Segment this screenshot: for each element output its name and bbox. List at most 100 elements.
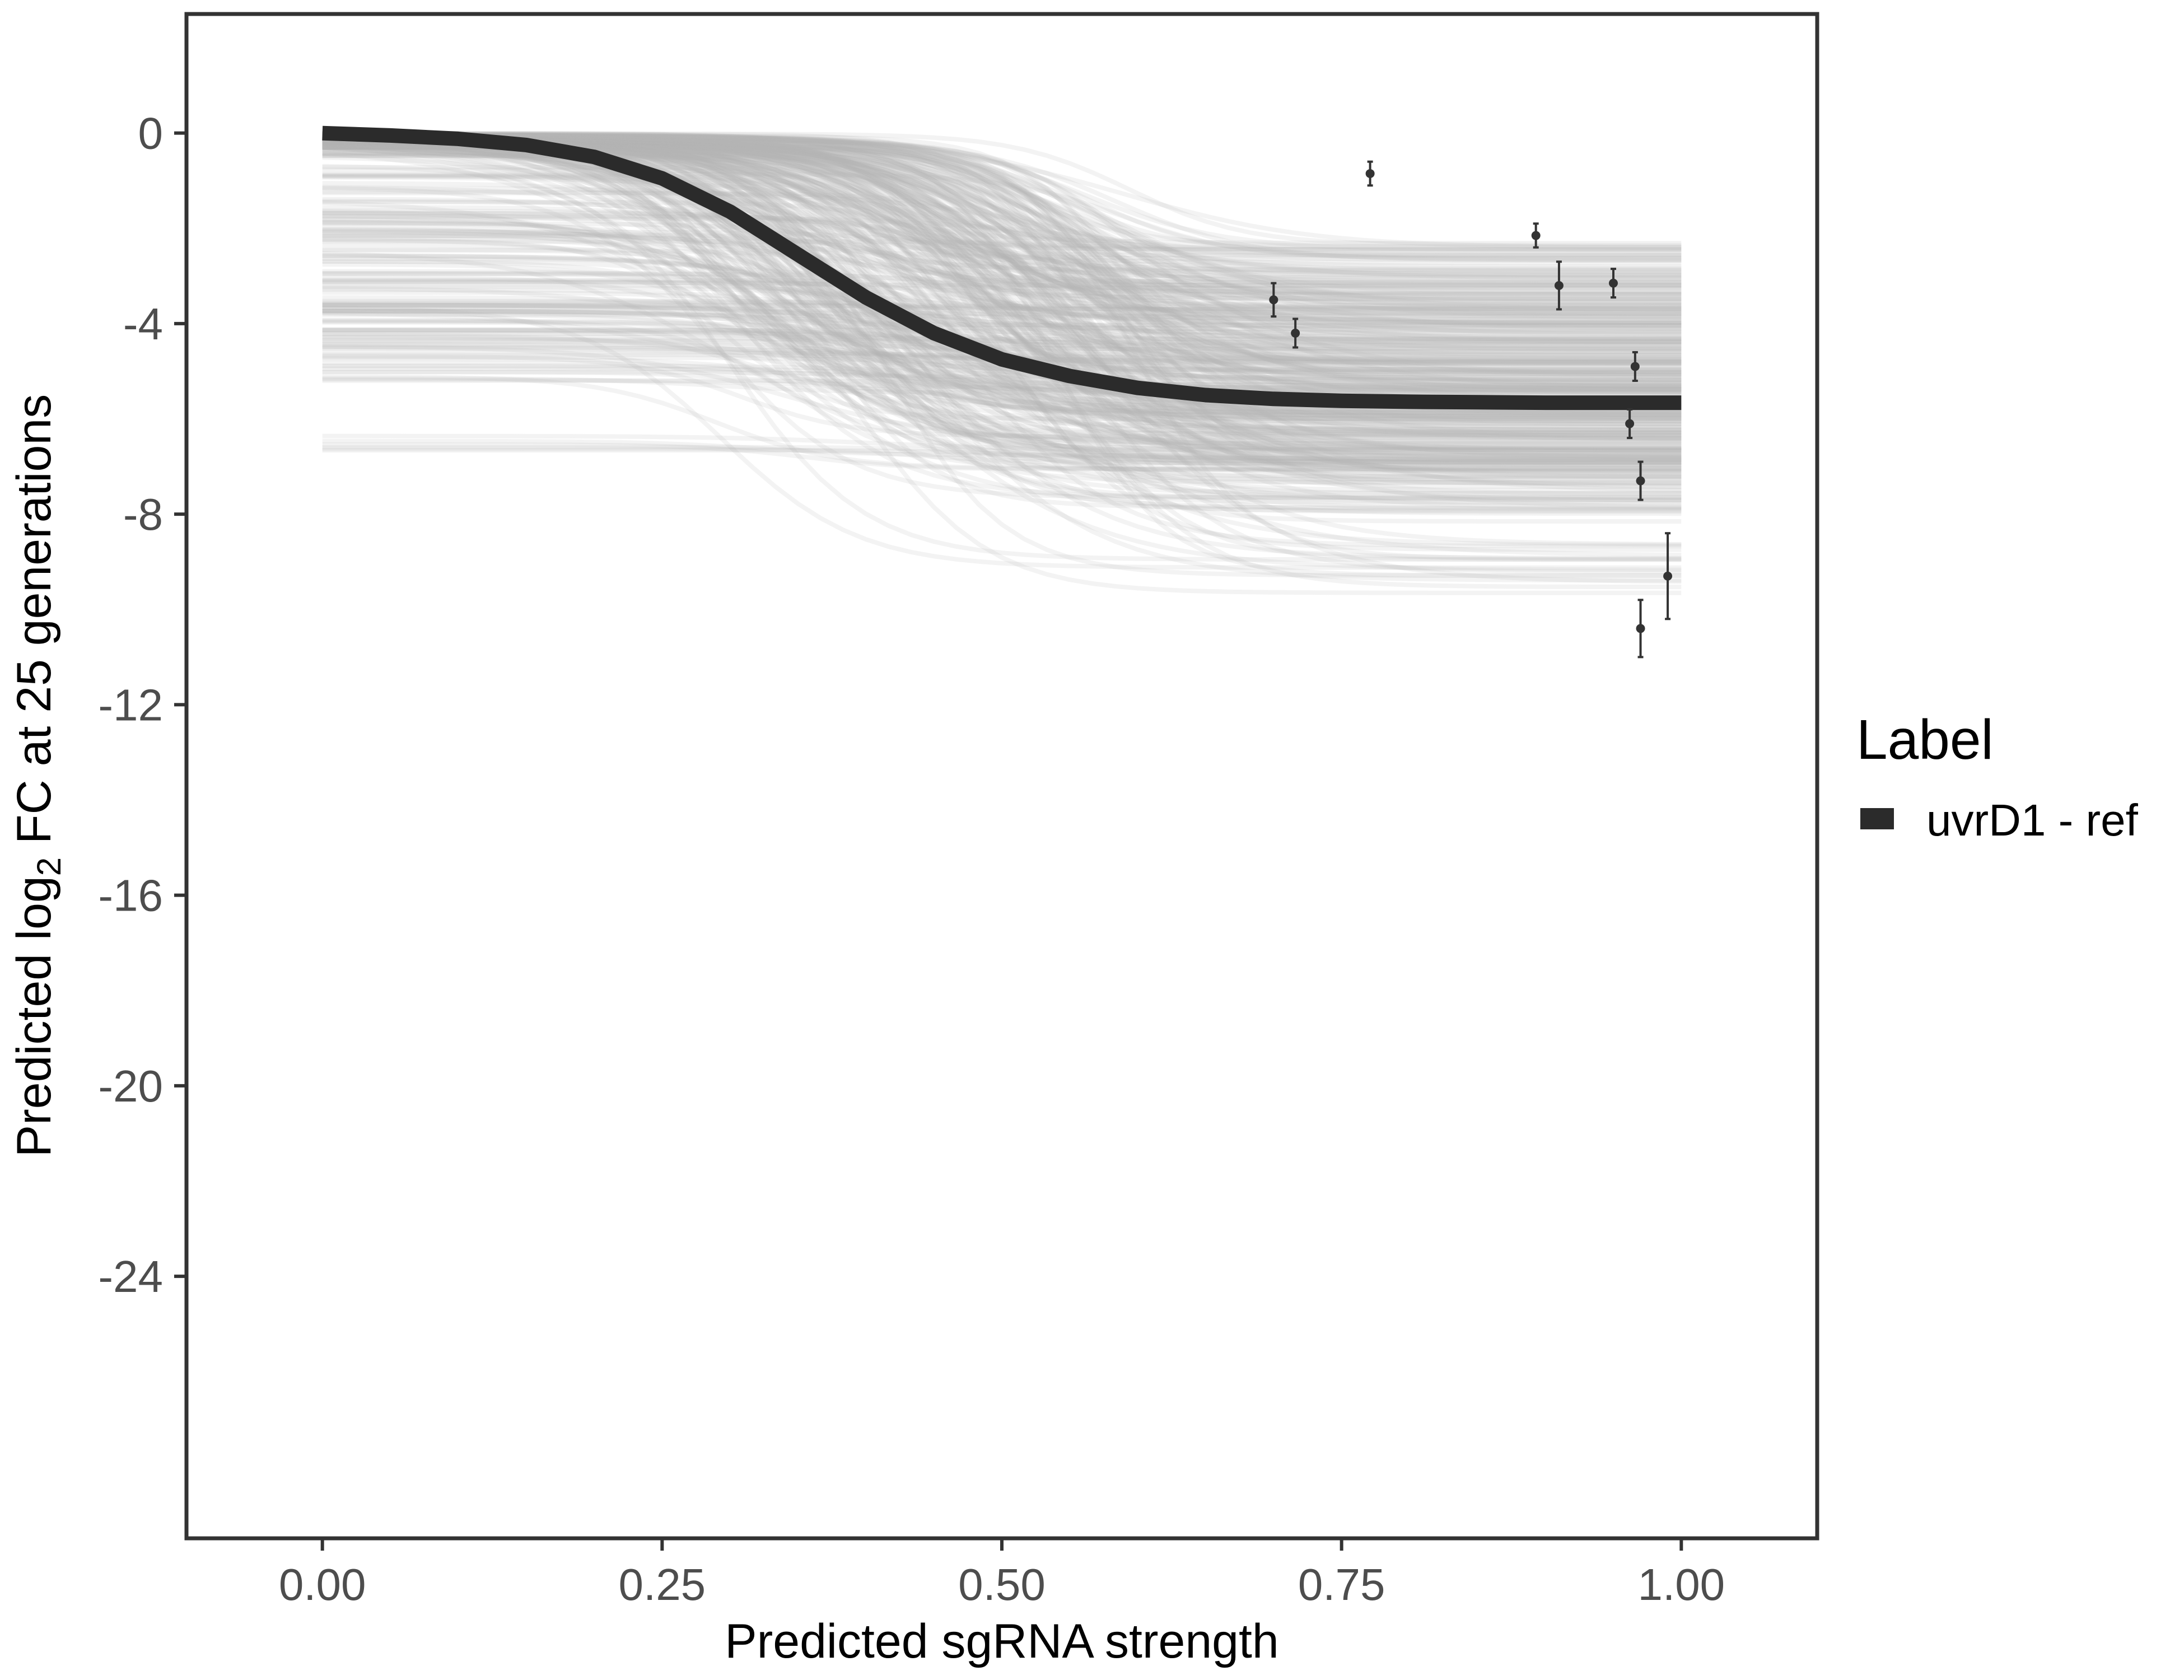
posterior-draw-line [322,131,1682,342]
posterior-draw-line [322,198,1682,316]
posterior-draw-line [322,133,1682,385]
posterior-draw-line [322,138,1682,440]
posterior-draw-line [322,137,1682,419]
posterior-draw-line [322,137,1682,454]
posterior-draw-line [322,309,1682,427]
posterior-draw-line [322,145,1682,270]
posterior-draw-line [322,276,1682,351]
posterior-draw-line [322,133,1682,340]
posterior-draw-line [322,144,1682,390]
posterior-draw-line [322,278,1682,291]
posterior-draw-line [322,256,1682,467]
x-tick-label: 0.25 [618,1560,706,1609]
posterior-draw-line [322,145,1682,412]
fitted-curve-group [322,125,1682,410]
posterior-draw-line [322,151,1682,415]
posterior-draw-line [322,174,1682,418]
posterior-draw-line [322,137,1682,500]
posterior-draw-line [322,332,1682,351]
posterior-draw-line [322,145,1682,446]
posterior-draw-line [322,136,1682,417]
posterior-draw-line [322,139,1682,394]
posterior-draw-line [322,214,1682,262]
posterior-draw-line [322,134,1682,578]
posterior-draw-line [322,300,1682,365]
posterior-draw-line [322,132,1682,315]
posterior-draw-line [322,132,1682,285]
posterior-draw-line [322,137,1682,307]
posterior-draw-line [322,232,1682,465]
posterior-draw-line [322,151,1682,288]
posterior-draw-line [322,238,1682,422]
y-tick-label: -4 [123,299,163,349]
posterior-draw-line [322,448,1682,467]
x-tick-label: 1.00 [1637,1560,1725,1609]
posterior-draw-line [322,131,1682,248]
posterior-draw-line [322,190,1682,461]
posterior-draw-line [322,227,1682,285]
data-point [1630,362,1640,371]
y-tick-label: -12 [98,680,163,730]
posterior-draw-line [322,136,1682,252]
posterior-draw-line [322,132,1682,437]
posterior-draw-line [322,136,1682,377]
data-points-group [1269,160,1673,659]
data-point [1609,278,1618,288]
posterior-draw-line [322,251,1682,464]
posterior-draw-line [322,136,1682,320]
posterior-draw-line [322,175,1682,274]
posterior-draw-line [322,303,1682,510]
posterior-draw-line [322,134,1682,382]
posterior-draw-line [322,172,1682,322]
posterior-draw-line [322,269,1682,418]
posterior-draw-line [322,132,1682,450]
posterior-draw-line [322,132,1682,471]
posterior-draw-line [322,363,1682,382]
data-point [1365,169,1375,178]
posterior-draw-line [322,189,1682,281]
legend: Label uvrD1 - ref [1856,708,2139,845]
posterior-draw-line [322,148,1682,511]
posterior-draw-line [322,147,1682,435]
posterior-draw-line [322,224,1682,468]
posterior-draw-line [322,279,1682,301]
posterior-draw-line [322,208,1682,405]
posterior-draw-line [322,318,1682,500]
posterior-draw-line [322,328,1682,347]
posterior-draw-line [322,305,1682,382]
posterior-draw-line [322,339,1682,485]
posterior-draw-line [322,139,1682,450]
posterior-draw-line [322,132,1682,319]
posterior-draw-line [322,135,1682,419]
data-point [1636,476,1645,486]
posterior-draw-line [322,137,1682,366]
posterior-draw-line [322,185,1682,379]
posterior-draw-line [322,442,1682,472]
posterior-draw-line [322,132,1682,350]
posterior-draw-line [322,295,1682,454]
posterior-draw-line [322,237,1682,348]
posterior-draw-line [322,302,1682,316]
posterior-draw-line [322,173,1682,552]
posterior-draw-line [322,272,1682,463]
y-tick-label: 0 [138,109,164,158]
posterior-draw-line [322,320,1682,468]
posterior-draw-line [322,233,1682,452]
posterior-draw-line [322,354,1682,439]
y-tick-label: -20 [98,1061,163,1111]
posterior-draw-line [322,253,1682,284]
posterior-draw-line [322,130,1682,524]
posterior-draw-line [322,174,1682,417]
posterior-draw-line [322,243,1682,479]
posterior-draw-line [322,356,1682,437]
posterior-draw-line [322,131,1682,258]
posterior-draw-line [322,301,1682,389]
posterior-draw-line [322,136,1682,458]
legend-key-uvrD1-ref [1860,808,1894,829]
posterior-draw-line [322,153,1682,422]
posterior-draw-line [322,309,1682,436]
posterior-draw-line [322,309,1682,328]
posterior-draw-line [322,165,1682,376]
posterior-draw-line [322,136,1682,388]
posterior-draw-line [322,133,1682,249]
